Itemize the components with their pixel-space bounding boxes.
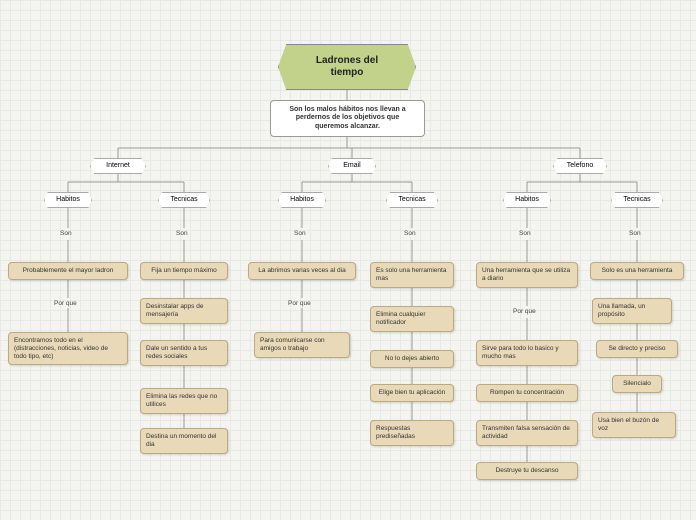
- leaf: Dale un sentido a tus redes sociales: [140, 340, 228, 366]
- leaf: Elimina las redes que no utilices: [140, 388, 228, 414]
- leaf: Una herramienta que se utiliza a diario: [476, 262, 578, 288]
- leaf: Se directo y preciso: [596, 340, 678, 358]
- leaf: Probablemente el mayor ladron: [8, 262, 128, 280]
- leaf: Destruye tu descanso: [476, 462, 578, 480]
- telefono-tecnicas: Tecnicas: [611, 192, 663, 208]
- branch-internet: Internet: [90, 158, 146, 174]
- leaf: No lo dejes abierto: [370, 350, 454, 368]
- telefono-habitos: Habitos: [503, 192, 551, 208]
- leaf: Elige bien tu aplicación: [370, 384, 454, 402]
- label-son: Son: [60, 230, 72, 238]
- email-habitos: Habitos: [278, 192, 326, 208]
- root-title: Ladrones del tiempo: [278, 44, 416, 90]
- leaf: Destina un momento del dia: [140, 428, 228, 454]
- label-son: Son: [629, 230, 641, 238]
- leaf: Respuestas prediseñadas: [370, 420, 454, 446]
- leaf: Para comunicarse con amigos o trabajo: [254, 332, 350, 358]
- label-son: Son: [404, 230, 416, 238]
- leaf: Sirve para todo lo basico y mucho mas: [476, 340, 578, 366]
- leaf: Encontramos todo en el (distracciones, n…: [8, 332, 128, 365]
- label-porque: Por que: [54, 300, 77, 308]
- leaf: Silencialo: [612, 375, 662, 393]
- leaf: Usa bien el buzón de voz: [592, 412, 676, 438]
- leaf: Elimina cualquier notificador: [370, 306, 454, 332]
- internet-habitos: Habitos: [44, 192, 92, 208]
- leaf: La abrimos varias veces al dia: [248, 262, 356, 280]
- label-porque: Por que: [513, 308, 536, 316]
- leaf: Rompen tu concentración: [476, 384, 578, 402]
- branch-telefono: Telefono: [553, 158, 607, 174]
- leaf: Desinstalar apps de mensajería: [140, 298, 228, 324]
- label-porque: Por que: [288, 300, 311, 308]
- leaf: Es solo una herramienta mas: [370, 262, 454, 288]
- email-tecnicas: Tecnicas: [386, 192, 438, 208]
- label-son: Son: [176, 230, 188, 238]
- leaf: Solo es una herramienta: [590, 262, 684, 280]
- root-subtitle: Son los malos hábitos nos llevan a perde…: [270, 100, 425, 137]
- label-son: Son: [519, 230, 531, 238]
- internet-tecnicas: Tecnicas: [158, 192, 210, 208]
- leaf: Transmiten falsa sensación de actividad: [476, 420, 578, 446]
- branch-email: Email: [328, 158, 376, 174]
- label-son: Son: [294, 230, 306, 238]
- leaf: Fija un tiempo máximo: [140, 262, 228, 280]
- leaf: Una llamada, un propósito: [592, 298, 672, 324]
